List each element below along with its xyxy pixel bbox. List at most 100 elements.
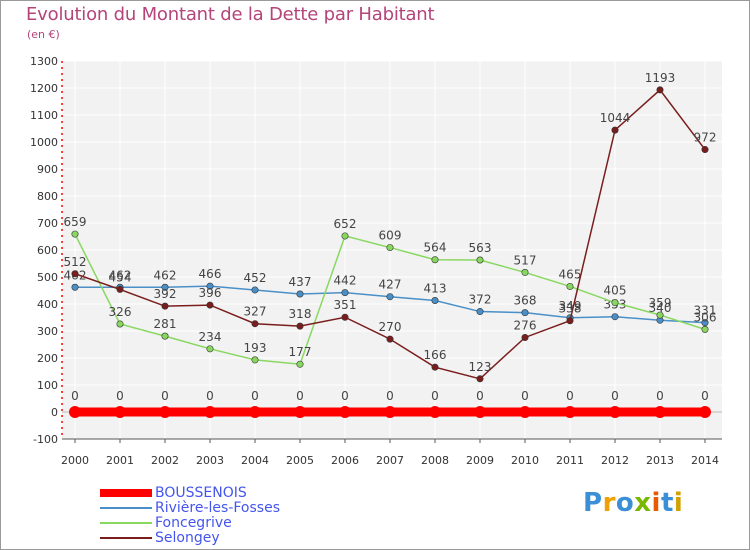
data-point xyxy=(609,406,621,418)
data-label: 452 xyxy=(244,271,267,285)
data-point xyxy=(69,406,81,418)
data-label: 0 xyxy=(521,389,529,403)
data-label: 0 xyxy=(341,389,349,403)
data-label: 0 xyxy=(656,389,664,403)
y-tick-label: 200 xyxy=(37,352,58,365)
x-tick-label: 2002 xyxy=(151,454,179,467)
data-label: 0 xyxy=(296,389,304,403)
data-point xyxy=(71,283,79,291)
data-point xyxy=(251,286,259,294)
y-tick-label: 1200 xyxy=(30,82,58,95)
data-point xyxy=(384,406,396,418)
data-label: 349 xyxy=(559,299,582,313)
data-point xyxy=(341,232,349,240)
x-tick-label: 2001 xyxy=(106,454,134,467)
data-label: 517 xyxy=(514,253,537,267)
x-tick-label: 2007 xyxy=(376,454,404,467)
data-point xyxy=(476,256,484,264)
data-point xyxy=(429,406,441,418)
data-label: 368 xyxy=(514,294,537,308)
data-point xyxy=(519,406,531,418)
data-label: 659 xyxy=(64,215,87,229)
y-tick-label: 600 xyxy=(37,244,58,257)
logo-letter: x xyxy=(634,488,652,518)
x-tick-label: 2013 xyxy=(646,454,674,467)
data-point xyxy=(294,406,306,418)
data-point xyxy=(71,270,79,278)
data-point xyxy=(386,335,394,343)
data-label: 462 xyxy=(154,268,177,282)
data-point xyxy=(701,325,709,333)
x-tick-label: 2003 xyxy=(196,454,224,467)
data-point xyxy=(116,320,124,328)
data-point xyxy=(656,311,664,319)
data-label: 0 xyxy=(611,389,619,403)
data-point xyxy=(296,290,304,298)
data-label: 270 xyxy=(379,320,402,334)
data-point xyxy=(251,356,259,364)
y-tick-label: 0 xyxy=(51,406,58,419)
data-point xyxy=(521,333,529,341)
data-point xyxy=(701,146,709,154)
data-label: 0 xyxy=(431,389,439,403)
data-label: 0 xyxy=(161,389,169,403)
data-point xyxy=(386,244,394,252)
data-label: 0 xyxy=(251,389,259,403)
data-label: 0 xyxy=(566,389,574,403)
data-point xyxy=(114,406,126,418)
data-label: 166 xyxy=(424,348,447,362)
data-point xyxy=(206,345,214,353)
data-label: 454 xyxy=(109,270,132,284)
data-point xyxy=(476,375,484,383)
legend-swatch xyxy=(100,522,152,524)
y-tick-label: 700 xyxy=(37,217,58,230)
data-label: 276 xyxy=(514,318,537,332)
legend-label: Selongey xyxy=(155,530,220,546)
data-label: 331 xyxy=(694,304,717,318)
data-label: 0 xyxy=(701,389,709,403)
legend-swatch xyxy=(100,537,152,539)
data-point xyxy=(476,308,484,316)
data-point xyxy=(474,406,486,418)
data-label: 427 xyxy=(379,278,402,292)
data-label: 0 xyxy=(71,389,79,403)
data-point xyxy=(339,406,351,418)
data-label: 338 xyxy=(559,302,582,316)
x-tick-label: 2005 xyxy=(286,454,314,467)
data-label: 609 xyxy=(379,229,402,243)
data-label: 972 xyxy=(694,131,717,145)
data-point xyxy=(656,86,664,94)
logo-letter: t xyxy=(660,488,674,518)
data-point xyxy=(701,319,709,327)
data-label: 465 xyxy=(559,267,582,281)
data-point xyxy=(206,282,214,290)
data-label: 326 xyxy=(109,305,132,319)
data-label: 1044 xyxy=(600,111,631,125)
logo-letter: o xyxy=(615,488,635,518)
data-label: 405 xyxy=(604,284,627,298)
proxiti-logo: Proxiti xyxy=(583,488,683,518)
data-point xyxy=(566,317,574,325)
data-label: 306 xyxy=(694,310,717,324)
data-label: 281 xyxy=(154,317,177,331)
data-label: 372 xyxy=(469,293,492,307)
data-label: 512 xyxy=(64,255,87,269)
data-point xyxy=(161,302,169,310)
y-tick-label: 300 xyxy=(37,325,58,338)
data-label: 123 xyxy=(469,360,492,374)
y-tick-label: 900 xyxy=(37,163,58,176)
data-point xyxy=(521,309,529,317)
data-point xyxy=(159,406,171,418)
data-point xyxy=(116,285,124,293)
data-label: 652 xyxy=(334,217,357,231)
y-tick-label: -100 xyxy=(33,433,58,446)
data-point xyxy=(161,283,169,291)
data-label: 1193 xyxy=(645,71,676,85)
data-label: 466 xyxy=(199,267,222,281)
x-tick-label: 2000 xyxy=(61,454,89,467)
data-point xyxy=(521,268,529,276)
data-point xyxy=(564,406,576,418)
data-label: 0 xyxy=(386,389,394,403)
legend-label: Foncegrive xyxy=(155,515,232,531)
